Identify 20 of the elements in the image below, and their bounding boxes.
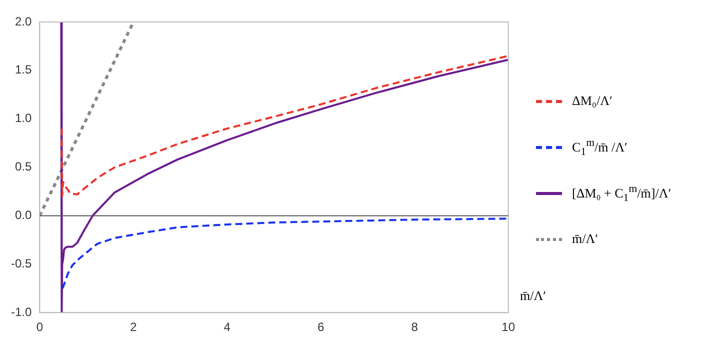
x-tick-label: 8 <box>411 320 418 334</box>
x-tick-label: 6 <box>318 320 325 334</box>
legend-label: C$_{1}$$^{m}$/m̄ /Λ′ <box>572 136 628 158</box>
x-tick-label: 4 <box>224 320 231 334</box>
x-tick-label: 10 <box>502 320 516 334</box>
x-tick-label: 0 <box>36 320 44 334</box>
x-tick-label: 2 <box>130 320 138 334</box>
legend-label: [ΔM₀ + C$_{1}$$^{m}$/m̄]/Λ′ <box>572 182 672 204</box>
legend-label: ΔM₀/Λ′ <box>572 93 612 109</box>
y-tick-label: 1.5 <box>14 62 32 77</box>
x-axis-title: m̄/Λ′ <box>520 288 546 304</box>
line-series <box>60 54 508 198</box>
y-tick-label: 2.0 <box>14 14 32 28</box>
y-tick-label: 0.5 <box>14 160 32 174</box>
legend-label: m̄/Λ′ <box>572 231 598 247</box>
y-tick-label: 0.0 <box>14 208 32 222</box>
y-tick-label: -0.5 <box>10 256 32 270</box>
y-tick-label: 1.0 <box>14 111 32 126</box>
y-tick-label: -1.0 <box>10 304 32 319</box>
line-series <box>62 218 508 290</box>
